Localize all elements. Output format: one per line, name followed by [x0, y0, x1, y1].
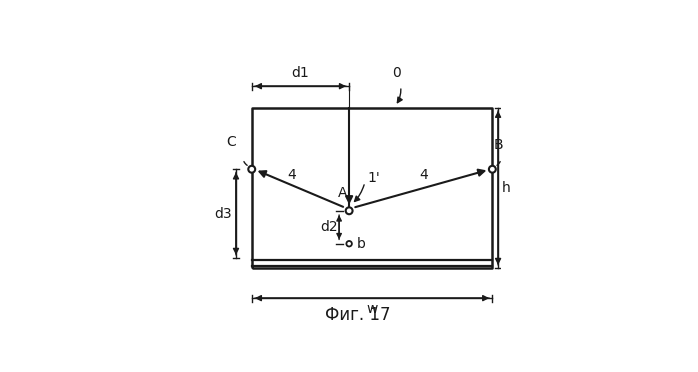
Text: B: B	[493, 138, 503, 152]
Text: 0: 0	[392, 67, 401, 80]
Text: 4: 4	[288, 168, 296, 182]
Text: d2: d2	[320, 220, 338, 234]
Text: C: C	[226, 135, 236, 149]
Text: d3: d3	[214, 206, 232, 221]
Circle shape	[346, 241, 352, 247]
Text: 1': 1'	[368, 171, 380, 185]
Text: Фиг. 17: Фиг. 17	[325, 306, 390, 324]
Text: h: h	[502, 181, 510, 195]
Text: d1: d1	[292, 67, 309, 80]
Circle shape	[248, 166, 255, 173]
Text: 4: 4	[419, 168, 428, 182]
Text: b: b	[356, 237, 365, 251]
Text: w: w	[366, 302, 378, 317]
Circle shape	[489, 166, 496, 173]
Text: A: A	[339, 186, 348, 200]
Circle shape	[346, 207, 352, 214]
